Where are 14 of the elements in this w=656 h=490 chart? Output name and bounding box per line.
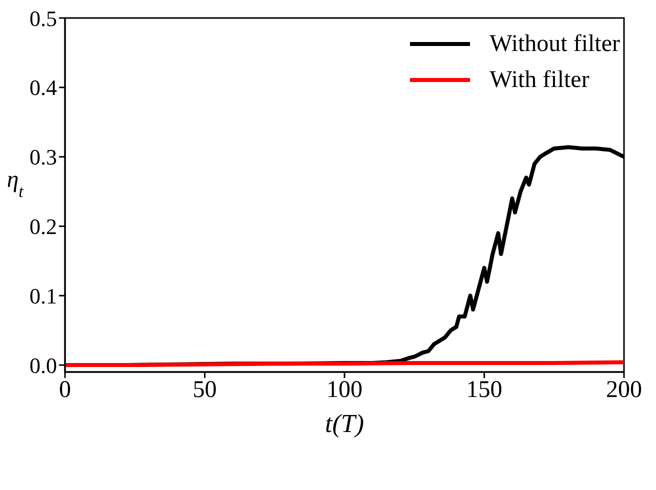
y-tick-label: 0.4 — [30, 75, 57, 100]
x-tick-label: 200 — [606, 377, 642, 404]
x-axis-title: t(T) — [325, 409, 364, 438]
x-tick-label: 0 — [59, 377, 71, 404]
legend-label: With filter — [490, 66, 590, 95]
y-tick-label: 0.0 — [30, 352, 57, 378]
legend-label: Without filter — [490, 30, 620, 59]
y-tick-label: 0.2 — [30, 214, 57, 240]
x-tick-label: 50 — [192, 377, 217, 404]
x-tick-label: 150 — [466, 377, 502, 404]
y-tick-label: 0.1 — [30, 283, 57, 308]
y-tick-label: 0.5 — [30, 6, 57, 31]
x-tick-label: 100 — [326, 377, 362, 404]
y-tick-label: 0.3 — [30, 144, 57, 170]
